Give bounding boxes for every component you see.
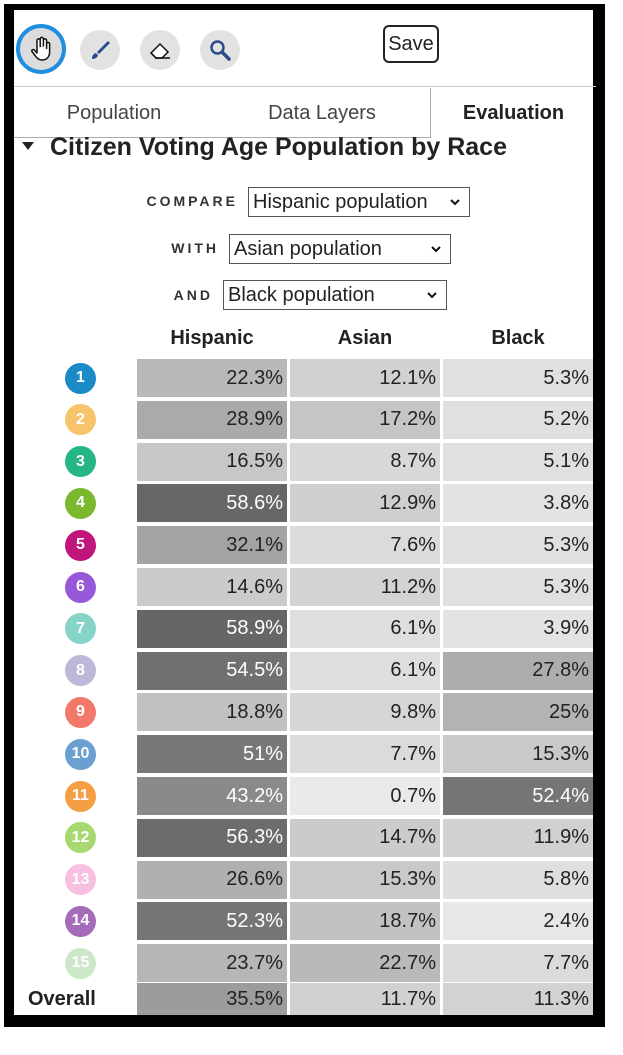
table-cell-black-15: 7.7% [443,944,593,983]
save-button[interactable]: Save [383,25,439,63]
chevron-down-icon [450,199,460,206]
table-cell-asian-7: 6.1% [290,609,440,648]
table-cell-black-1: 5.3% [443,359,593,397]
overall-cell-black: 11.3% [443,983,593,1015]
table-cell-asian-13: 15.3% [290,860,440,899]
table-cell-black-8: 27.8% [443,651,593,690]
table-cell-black-3: 5.1% [443,442,593,481]
and-select-value: Black population [228,283,375,306]
table-cell-hispanic-1: 22.3% [137,359,287,397]
table-cell-hispanic-13: 26.6% [137,860,287,899]
table-cell-black-4: 3.8% [443,484,593,523]
table-cell-black-9: 25% [443,693,593,732]
table-cell-black-14: 2.4% [443,902,593,941]
with-label: WITH [171,240,219,256]
table-cell-hispanic-15: 23.7% [137,944,287,983]
brush-icon [92,41,110,59]
table-cell-black-10: 15.3% [443,735,593,774]
table-cell-hispanic-5: 32.1% [137,526,287,565]
district-badge-8: 8 [65,655,96,687]
table-cell-hispanic-6: 14.6% [137,568,287,606]
district-badge-5: 5 [65,529,96,561]
table-cell-asian-10: 7.7% [290,735,440,774]
table-cell-asian-9: 9.8% [290,693,440,732]
and-select[interactable]: Black population [223,280,447,310]
district-badge-15: 15 [65,947,96,979]
compare-select[interactable]: Hispanic population [248,187,470,217]
table-cell-black-7: 3.9% [443,609,593,648]
table-cell-asian-14: 18.7% [290,902,440,941]
hand-icon [20,28,62,70]
district-badge-13: 13 [65,864,96,896]
district-badge-11: 11 [65,780,96,812]
table-cell-hispanic-4: 58.6% [137,484,287,523]
zoom-tool-button[interactable] [200,30,240,70]
district-badge-14: 14 [65,905,96,937]
column-header-black: Black [491,327,545,349]
district-badge-9: 9 [65,696,96,728]
table-cell-hispanic-3: 16.5% [137,442,287,481]
table-cell-hispanic-10: 51% [137,735,287,774]
chevron-down-icon [431,246,441,253]
district-badge-12: 12 [65,822,96,854]
and-label: AND [173,287,213,303]
table-cell-asian-5: 7.6% [290,526,440,565]
district-badge-7: 7 [65,613,96,645]
table-cell-black-12: 11.9% [443,818,593,857]
tab-data-layers[interactable]: Data Layers [268,101,376,124]
compare-label: COMPARE [146,193,238,209]
table-cell-asian-15: 22.7% [290,944,440,983]
overall-cell-asian: 11.7% [290,983,440,1015]
table-cell-hispanic-8: 54.5% [137,651,287,690]
toolbar-divider [14,86,596,87]
district-badge-2: 2 [65,404,96,436]
table-cell-asian-11: 0.7% [290,777,440,815]
tab-underline [14,137,431,138]
with-select-value: Asian population [234,237,382,260]
magnifier-icon [210,40,231,61]
with-select[interactable]: Asian population [229,234,451,264]
eraser-tool-button[interactable] [140,30,180,70]
table-cell-asian-8: 6.1% [290,651,440,690]
table-cell-hispanic-7: 58.9% [137,609,287,648]
table-cell-hispanic-9: 18.8% [137,693,287,732]
table-cell-black-13: 5.8% [443,860,593,899]
table-cell-asian-6: 11.2% [290,568,440,606]
hand-tool-button[interactable] [16,24,66,74]
table-cell-asian-1: 12.1% [290,359,440,397]
table-cell-hispanic-2: 28.9% [137,400,287,439]
table-cell-black-6: 5.3% [443,568,593,606]
table-cell-black-2: 5.2% [443,400,593,439]
column-header-asian: Asian [337,327,393,349]
overall-cell-hispanic: 35.5% [137,983,287,1015]
table-cell-asian-4: 12.9% [290,484,440,523]
table-cell-asian-12: 14.7% [290,818,440,857]
table-cell-black-5: 5.3% [443,526,593,565]
tab-population[interactable]: Population [66,101,162,124]
eraser-icon [149,42,170,59]
table-cell-hispanic-11: 43.2% [137,777,287,815]
section-title[interactable]: Citizen Voting Age Population by Race [50,133,507,161]
column-header-hispanic: Hispanic [170,327,254,349]
table-cell-asian-2: 17.2% [290,400,440,439]
chevron-down-icon [427,292,437,299]
brush-tool-button[interactable] [80,30,120,70]
district-badge-4: 4 [65,487,96,519]
collapse-caret-icon[interactable] [22,142,34,150]
compare-select-value: Hispanic population [253,190,428,213]
district-badge-10: 10 [65,738,96,770]
table-cell-asian-3: 8.7% [290,442,440,481]
district-badge-6: 6 [65,571,96,603]
table-cell-hispanic-14: 52.3% [137,902,287,941]
overall-label: Overall [28,988,96,1010]
tab-evaluation[interactable]: Evaluation [430,88,596,138]
district-badge-1: 1 [65,362,96,394]
table-cell-hispanic-12: 56.3% [137,818,287,857]
district-badge-3: 3 [65,446,96,478]
table-cell-black-11: 52.4% [443,777,593,815]
